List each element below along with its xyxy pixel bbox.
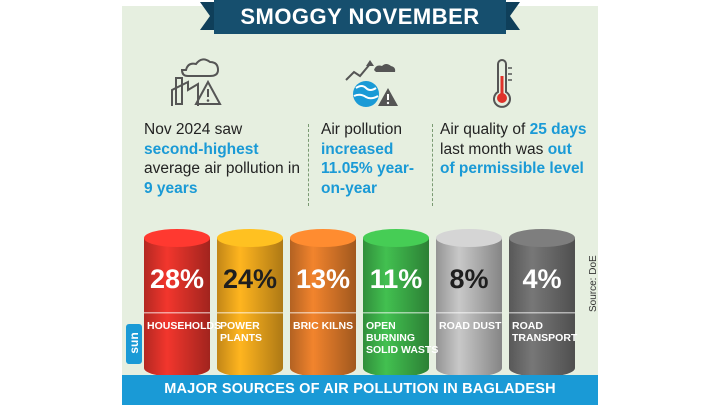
pollution-trend-icon	[344, 58, 398, 115]
stat2-highlight: increased 11.05% year-on-year	[321, 140, 415, 197]
brand-text: sun	[127, 332, 141, 354]
stat2-text-a: Air pollution	[321, 121, 402, 138]
cylinder-body	[509, 238, 575, 377]
cylinder-body	[290, 238, 356, 377]
cylinder-band	[290, 312, 356, 314]
cylinder-band	[436, 312, 502, 314]
value-label: 4%	[522, 264, 562, 294]
stat1-highlight-a: second-highest	[144, 140, 259, 158]
cylinder-band	[509, 312, 575, 314]
chart-base-band	[122, 375, 598, 405]
stat-increase: Air pollution increased 11.05% year-on-y…	[321, 120, 431, 198]
cylinder-band	[217, 312, 283, 314]
value-label: 28%	[149, 264, 205, 294]
stat3-highlight-b: out of permissible level	[440, 140, 584, 178]
sun-logo: sun	[126, 324, 142, 364]
thermometer-icon	[489, 58, 515, 115]
cylinder-top	[509, 229, 575, 247]
page-title: SMOGGY NOVEMBER	[240, 4, 480, 29]
cylinder-body	[436, 238, 502, 377]
cylinder-body	[363, 238, 429, 377]
cylinder-bar	[290, 229, 356, 377]
cylinder-top	[436, 229, 502, 247]
category-label: ROAD DUST	[439, 320, 502, 332]
value-label: 24%	[222, 264, 278, 294]
category-label: OPEN BURNING SOLID WASTS	[366, 320, 439, 356]
category-label: HOUSEHOLDS	[147, 320, 222, 332]
cylinder-band	[363, 312, 429, 314]
stat3-text-a: Air quality of	[440, 121, 530, 138]
cylinder-top	[217, 229, 283, 247]
cylinder-bar	[144, 229, 210, 377]
cylinder-body	[217, 238, 283, 377]
category-label: BRIC KILNS	[293, 320, 354, 332]
cylinder-bar	[436, 229, 502, 377]
divider-1	[308, 124, 309, 206]
cylinder-top	[290, 229, 356, 247]
value-label: 8%	[449, 264, 489, 294]
chart-title: MAJOR SOURCES OF AIR POLLUTION IN BAGLAD…	[164, 381, 556, 397]
stat-second-highest: Nov 2024 saw second-highest average air …	[144, 120, 304, 198]
stat3-text-b: last month was	[440, 140, 548, 158]
stat1-text-a: Nov 2024 saw	[144, 121, 243, 138]
cylinder-bar	[217, 229, 283, 377]
cylinder-top	[144, 229, 210, 247]
cylinder-bar	[363, 229, 429, 377]
stat-air-quality: Air quality of 25 days last month was ou…	[440, 120, 590, 179]
cylinder-body	[144, 238, 210, 377]
cylinder-top	[363, 229, 429, 247]
title-banner: SMOGGY NOVEMBER	[200, 0, 520, 36]
value-label: 13%	[295, 264, 351, 294]
stat1-highlight-b: 9 years	[144, 179, 198, 197]
cylinder-band	[144, 312, 210, 314]
stat3-highlight-a: 25 days	[529, 121, 587, 138]
stat1-text-b: average air pollution in	[144, 160, 300, 177]
source-note: Source: DoE	[588, 255, 599, 312]
value-label: 11%	[369, 264, 423, 294]
category-label: ROAD TRANSPORT	[512, 320, 578, 344]
category-label: POWER PLANTS	[220, 320, 262, 344]
cylinder-bar	[509, 229, 575, 377]
factory-warning-icon	[168, 56, 224, 115]
divider-2	[432, 124, 433, 206]
